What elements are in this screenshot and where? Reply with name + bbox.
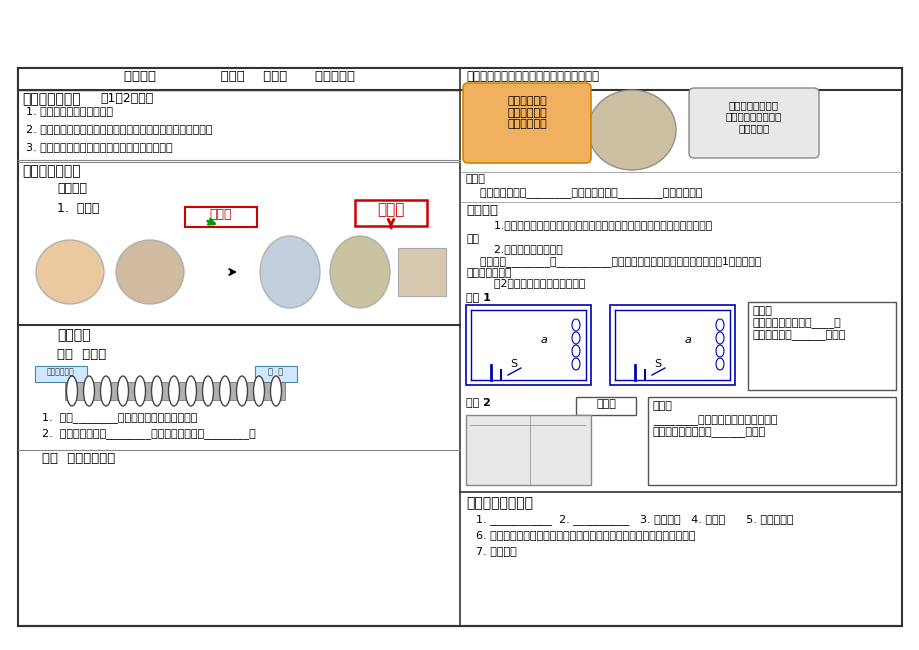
Text: 永磁铁: 永磁铁 [210,208,232,221]
Text: 课前导学: 课前导学 [57,182,87,195]
Bar [647,397,895,485]
Text: S: S [510,359,517,369]
Text: 磁性强弱可能与________的大小、线圈的________和形状有关。: 磁性强弱可能与________的大小、线圈的________和形状有关。 [466,188,702,199]
Ellipse shape [572,358,579,370]
Text: （2）改换不同匝数的螺线管。: （2）改换不同匝数的螺线管。 [466,278,584,288]
Text: 二、  电磁铁的磁性: 二、 电磁铁的磁性 [42,452,115,465]
Text: 象现：: 象现： [596,399,615,409]
Text: 线圈（铁芯）: 线圈（铁芯） [47,367,74,376]
Text: 猜想：: 猜想： [466,174,485,184]
Bar [255,366,297,382]
Ellipse shape [220,376,231,406]
Text: 匝数一定时，通入的____越
大，电磁铁的______越强。: 匝数一定时，通入的____越 大，电磁铁的______越强。 [752,318,845,341]
Bar [65,382,285,400]
Text: 结论：: 结论： [752,306,772,316]
Text: 1.  电磁铁: 1. 电磁铁 [57,202,99,215]
Ellipse shape [168,376,179,406]
Ellipse shape [715,332,723,344]
Text: a: a [684,335,691,345]
Ellipse shape [270,376,281,406]
Text: a: a [540,335,547,345]
Text: （1－2分钟）: （1－2分钟） [100,92,153,105]
Text: 课堂导学: 课堂导学 [57,328,90,342]
Text: 一、学习目标：: 一、学习目标： [22,92,81,106]
Text: 1. ___________  2. __________   3. 电磁阀门   4. 电磁锁      5. 电磁选矿机: 1. ___________ 2. __________ 3. 电磁阀门 4. … [475,514,793,525]
Bar [185,207,256,227]
Ellipse shape [572,319,579,331]
Ellipse shape [202,376,213,406]
Text: 2.  有电流通过时有________，没有电流时失去________。: 2. 有电流通过时有________，没有电流时失去________。 [42,428,255,439]
Bar [18,68,901,90]
Text: 1.  插入________的通电螺线管称为电磁铁。: 1. 插入________的通电螺线管称为电磁铁。 [42,412,198,423]
Ellipse shape [66,376,77,406]
Text: 系？: 系？ [466,234,479,244]
FancyBboxPatch shape [462,83,590,163]
Text: S: S [653,359,661,369]
Ellipse shape [572,332,579,344]
Text: 一、  电磁铁: 一、 电磁铁 [57,348,106,361]
Ellipse shape [715,319,723,331]
Text: 2. 知道磁铁有什么优点和影响电磁铁磁性强弱的因素有哪些。: 2. 知道磁铁有什么优点和影响电磁铁磁性强弱的因素有哪些。 [26,124,212,134]
Ellipse shape [118,376,129,406]
Ellipse shape [330,236,390,308]
Text: 应用电流磁效
应，应该与电
流大小有关。: 应用电流磁效 应，应该与电 流大小有关。 [506,96,546,129]
Bar [398,248,446,296]
Bar [466,415,590,485]
Text: 7. 大型吊车: 7. 大型吊车 [475,546,516,556]
Bar [609,305,734,385]
Text: 设计实验: 设计实验 [466,204,497,217]
Text: 电磁铁: 电磁铁 [377,202,404,217]
Ellipse shape [152,376,163,406]
Bar [747,302,895,390]
Ellipse shape [254,376,265,406]
Text: 第二十章              第三节    电磁铁      电磁继电器: 第二十章 第三节 电磁铁 电磁继电器 [124,70,355,83]
Text: 根据吸引________、__________等的多少来判断螺线管的磁性强弱。（1）改变电路: 根据吸引________、__________等的多少来判断螺线管的磁性强弱。（… [466,256,761,267]
Text: 1.对于外形相同的螺线管，电磁铁磁性的强弱跟线圈的匝数会有什么样的关: 1.对于外形相同的螺线管，电磁铁磁性的强弱跟线圈的匝数会有什么样的关 [466,220,711,230]
Ellipse shape [116,240,184,304]
Text: 线圈是主要部件，
应该与线圈的形状、
匝数有关。: 线圈是主要部件， 应该与线圈的形状、 匝数有关。 [725,100,781,133]
Bar [18,68,901,626]
FancyBboxPatch shape [688,88,818,158]
Ellipse shape [572,345,579,357]
Ellipse shape [260,236,320,308]
Bar [355,200,426,226]
Text: 二、学习内容：: 二、学习内容： [22,164,81,178]
Text: 三、电磁铁的应用: 三、电磁铁的应用 [466,496,532,510]
Text: 演示 2: 演示 2 [466,397,491,407]
Bar [35,366,87,382]
Text: 3. 知道电磁铁的应用和电磁继电器的工作原理。: 3. 知道电磁铁的应用和电磁继电器的工作原理。 [26,142,173,152]
Text: 1. 知道电磁铁的定义及原理: 1. 知道电磁铁的定义及原理 [26,106,113,116]
Text: 铁  芯: 铁 芯 [268,367,283,376]
Ellipse shape [715,345,723,357]
Ellipse shape [36,240,104,304]
Text: 结论：: 结论： [652,401,672,411]
Ellipse shape [84,376,95,406]
Text: ________一定时，外形相同的螺线管
匝数越多，电磁铁的______越强。: ________一定时，外形相同的螺线管 匝数越多，电磁铁的______越强。 [652,415,777,438]
Bar [466,305,590,385]
Text: 演示 1: 演示 1 [466,292,491,302]
Text: 2.判断磁性强弱方法：: 2.判断磁性强弱方法： [466,244,562,254]
Text: 6. 磁悬浮列车（磁悬浮列车所用的磁体大多是通有强大电流的电磁铁。）: 6. 磁悬浮列车（磁悬浮列车所用的磁体大多是通有强大电流的电磁铁。） [475,530,695,540]
Ellipse shape [587,90,675,170]
Text: 问题：电磁铁磁性大小跟哪些因素有关呢？: 问题：电磁铁磁性大小跟哪些因素有关呢？ [466,70,598,83]
Text: 中的电流大小；: 中的电流大小； [466,268,511,278]
Ellipse shape [715,358,723,370]
Ellipse shape [186,376,197,406]
Ellipse shape [134,376,145,406]
Bar [575,397,635,415]
Ellipse shape [236,376,247,406]
Ellipse shape [100,376,111,406]
